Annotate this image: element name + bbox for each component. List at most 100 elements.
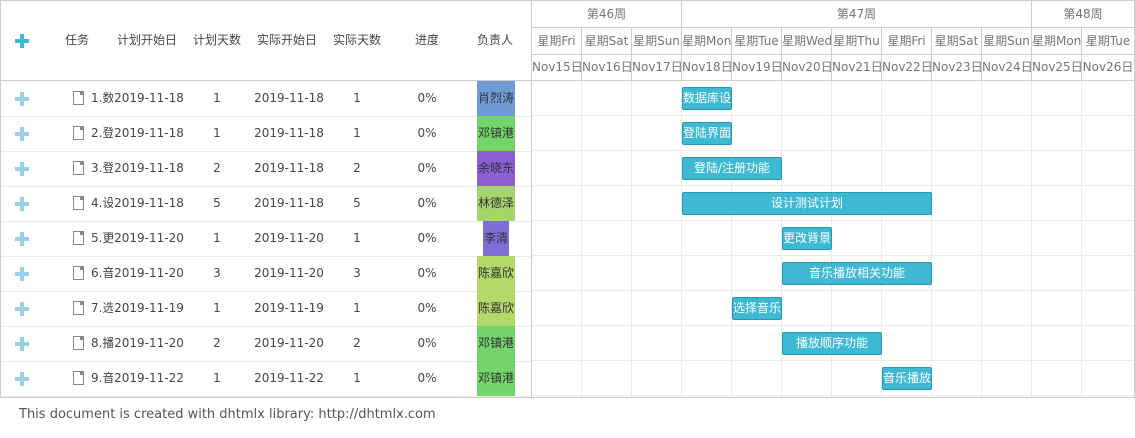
plan-days: 2 [213, 336, 221, 350]
add-subtask-icon[interactable] [15, 197, 29, 211]
add-subtask-icon[interactable] [15, 337, 29, 351]
task-bar[interactable]: 更改背景 [782, 227, 832, 250]
header-actual-start[interactable]: 实际开始日 [256, 33, 317, 47]
task-bar[interactable]: 登陆界面 [682, 122, 732, 145]
timeline-column [1032, 81, 1082, 397]
plan-days: 5 [213, 196, 221, 210]
owner-badge: 陈嘉欣 [477, 291, 515, 326]
task-bar[interactable]: 播放顺序功能 [782, 332, 882, 355]
progress: 0% [417, 126, 437, 140]
add-subtask-icon[interactable] [15, 92, 29, 106]
table-row[interactable]: 1.数 2019-11-18 1 2019-11-18 1 0% 肖烈涛 [1, 81, 531, 117]
table-row[interactable]: 8.播 2019-11-20 2 2019-11-20 2 0% 邓镇港 [1, 326, 531, 362]
owner-badge: 林德泽 [477, 186, 515, 221]
actual-days: 1 [353, 126, 361, 140]
weekday-cell: 星期Sat [582, 28, 632, 54]
owner-badge: 邓镇港 [477, 361, 515, 396]
plan-days: 3 [213, 266, 221, 280]
weekday-cell: 星期Fri [882, 28, 932, 54]
table-row[interactable]: 6.音 2019-11-20 3 2019-11-20 3 0% 陈嘉欣 [1, 256, 531, 292]
table-row[interactable]: 5.更 2019-11-20 1 2019-11-20 1 0% 李清 [1, 221, 531, 257]
timeline-column [882, 81, 932, 397]
actual-days: 2 [353, 336, 361, 350]
weekday-cell: 星期Sat [932, 28, 982, 54]
plan-start: 2019-11-20 [114, 266, 184, 280]
date-cell: Nov24日 [982, 55, 1032, 80]
table-row[interactable]: 7.选 2019-11-19 1 2019-11-19 1 0% 陈嘉欣 [1, 291, 531, 327]
timeline-row-line [532, 255, 1134, 256]
week-47: 第47周 [682, 1, 1032, 27]
actual-start: 2019-11-18 [254, 196, 324, 210]
file-icon [73, 266, 84, 280]
table-row[interactable]: 9.音 2019-11-22 1 2019-11-22 1 0% 邓镇港 [1, 361, 531, 397]
add-subtask-icon[interactable] [15, 302, 29, 316]
file-icon [73, 371, 84, 385]
task-bar[interactable]: 登陆/注册功能 [682, 157, 782, 180]
header-progress[interactable]: 进度 [414, 33, 439, 47]
date-scale: Nov15日 Nov16日 Nov17日 Nov18日 Nov19日 Nov20日 Nov2… [532, 55, 1134, 81]
owner-badge: 邓镇港 [477, 116, 515, 151]
table-row[interactable]: 3.登 2019-11-18 2 2019-11-18 2 0% 余晓东 [1, 151, 531, 187]
timeline-column [932, 81, 982, 397]
add-subtask-icon[interactable] [15, 127, 29, 141]
date-cell: Nov17日 [632, 55, 682, 80]
task-bar[interactable]: 音乐播放相关功能 [782, 262, 932, 285]
owner-badge: 余晓东 [477, 151, 515, 186]
add-subtask-icon[interactable] [15, 372, 29, 386]
timeline-row-line [532, 360, 1134, 361]
actual-start: 2019-11-20 [254, 231, 324, 245]
progress: 0% [417, 301, 437, 315]
actual-start: 2019-11-19 [254, 301, 324, 315]
header-plan-days[interactable]: 计划天数 [192, 33, 241, 47]
actual-start: 2019-11-18 [254, 126, 324, 140]
weekday-cell: 星期Wed [782, 28, 832, 54]
progress: 0% [417, 196, 437, 210]
weekday-cell: 星期Mon [682, 28, 732, 54]
timeline-row-line [532, 220, 1134, 221]
actual-start: 2019-11-18 [254, 91, 324, 105]
date-cell: Nov26日 [1082, 60, 1134, 74]
file-icon [73, 336, 84, 350]
plan-start: 2019-11-22 [114, 371, 184, 385]
timeline-row-line [532, 325, 1134, 326]
header-actual-days[interactable]: 实际天数 [332, 33, 381, 47]
task-name: 7.选 [91, 301, 113, 315]
task-bar[interactable]: 设计测试计划 [682, 192, 932, 215]
header-plan-start[interactable]: 计划开始日 [116, 33, 177, 47]
owner-badge: 陈嘉欣 [477, 256, 515, 291]
task-bar[interactable]: 数据库设 [682, 87, 732, 110]
weekday-cell: 星期Sun [982, 28, 1032, 54]
date-cell: Nov20日 [782, 55, 832, 80]
table-row[interactable]: 4.设 2019-11-18 5 2019-11-18 5 0% 林德泽 [1, 186, 531, 222]
footer-note: This document is created with dhtmlx lib… [19, 407, 436, 422]
table-row[interactable]: 2.登 2019-11-18 1 2019-11-18 1 0% 邓镇港 [1, 116, 531, 152]
week-48: 第48周 [1063, 7, 1103, 21]
timeline-column [832, 81, 882, 397]
task-name: 3.登 [91, 161, 113, 175]
add-task-icon[interactable] [15, 34, 29, 48]
plan-days: 2 [213, 161, 221, 175]
task-name: 6.音 [91, 266, 113, 280]
task-name: 2.登 [91, 126, 113, 140]
weekday-scale: 星期Fri 星期Sat 星期Sun 星期Mon 星期Tue 星期Wed 星期Thu 星期Fri… [532, 28, 1134, 55]
timeline-column [632, 81, 682, 397]
actual-days: 1 [353, 371, 361, 385]
add-subtask-icon[interactable] [15, 267, 29, 281]
timeline-row-line [532, 150, 1134, 151]
progress: 0% [417, 161, 437, 175]
header-owner[interactable]: 负责人 [476, 33, 513, 47]
plan-days: 1 [213, 231, 221, 245]
task-bar[interactable]: 音乐播放 [882, 367, 932, 390]
plan-start: 2019-11-19 [114, 301, 184, 315]
task-bar[interactable]: 选择音乐 [732, 297, 782, 320]
add-subtask-icon[interactable] [15, 232, 29, 246]
actual-days: 2 [353, 161, 361, 175]
add-subtask-icon[interactable] [15, 162, 29, 176]
progress: 0% [417, 266, 437, 280]
plan-start: 2019-11-18 [114, 91, 184, 105]
actual-days: 1 [353, 231, 361, 245]
grid-header: 任务 计划开始日 计划天数 实际开始日 实际天数 进度 负责人 [1, 1, 531, 81]
task-name: 9.音 [91, 371, 113, 385]
date-cell: Nov15日 [532, 55, 582, 80]
header-task[interactable]: 任务 [64, 33, 89, 47]
